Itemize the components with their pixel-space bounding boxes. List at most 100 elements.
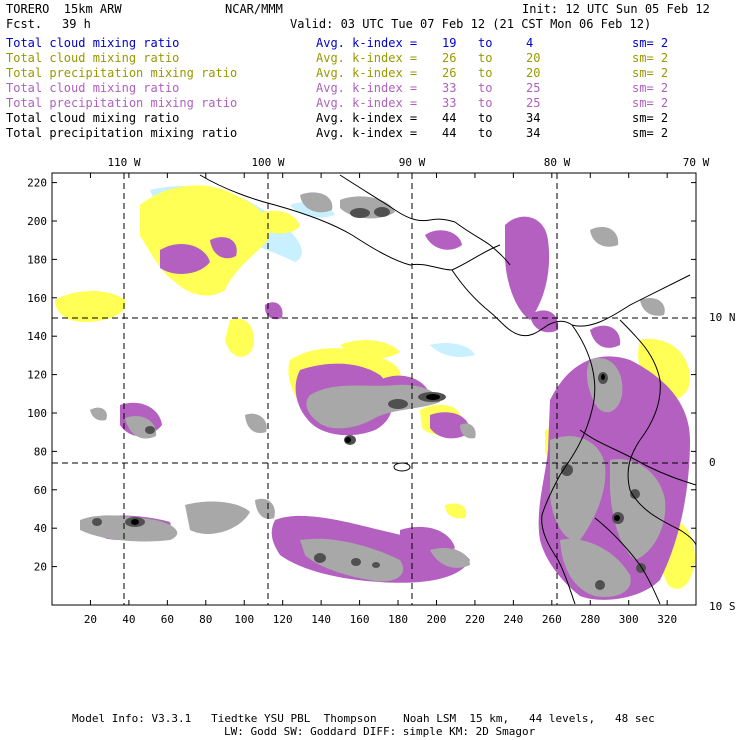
legend-field: Total precipitation mixing ratio bbox=[6, 126, 238, 140]
latitude-label: 0 bbox=[709, 456, 716, 469]
forecast-hour: 39 h bbox=[62, 17, 91, 31]
legend-field: Total cloud mixing ratio bbox=[6, 36, 180, 50]
model-physics: LW: Godd SW: Goddard DIFF: simple KM: 2D… bbox=[224, 725, 536, 738]
x-tick-label: 300 bbox=[619, 613, 639, 626]
legend-to-word: to bbox=[478, 111, 493, 125]
graticule bbox=[52, 173, 696, 605]
longitude-label: 70 W bbox=[683, 156, 710, 169]
legend-label: Avg. k-index = bbox=[316, 36, 418, 50]
longitude-label: 100 W bbox=[251, 156, 284, 169]
y-tick-label: 220 bbox=[27, 177, 47, 190]
y-tick-label: 40 bbox=[34, 522, 47, 535]
legend-to: 4 bbox=[526, 36, 534, 50]
x-tick-label: 240 bbox=[503, 613, 523, 626]
legend-sm: sm= 2 bbox=[632, 126, 669, 140]
x-tick-label: 20 bbox=[84, 613, 97, 626]
x-axis-ticks: 20 40 60 80 100 120 140 160 180 200 220 240 260 280 30… bbox=[84, 173, 677, 626]
legend-to-word: to bbox=[478, 81, 493, 95]
legend-to-word: to bbox=[478, 66, 493, 80]
country-border-2 bbox=[579, 429, 696, 486]
legend-field: Total cloud mixing ratio bbox=[6, 51, 180, 65]
latitude-label: 10 S bbox=[709, 600, 736, 613]
legend-label: Avg. k-index = bbox=[316, 81, 418, 95]
latitude-label: 10 N bbox=[709, 311, 736, 324]
legend-sm: sm= 2 bbox=[632, 96, 669, 110]
model-title: TORERO 15km ARW bbox=[6, 2, 122, 16]
legend-label: Avg. k-index = bbox=[316, 96, 418, 110]
x-tick-label: 80 bbox=[199, 613, 212, 626]
coast-colombia-north bbox=[571, 274, 691, 327]
x-tick-label: 180 bbox=[388, 613, 408, 626]
valid-time: Valid: 03 UTC Tue 07 Feb 12 (21 CST Mon … bbox=[290, 17, 652, 31]
legend-field: Total precipitation mixing ratio bbox=[6, 66, 238, 80]
longitude-label: 90 W bbox=[399, 156, 426, 169]
y-tick-label: 100 bbox=[27, 407, 47, 420]
x-tick-label: 200 bbox=[427, 613, 447, 626]
forecast-label: Fcst. bbox=[6, 17, 43, 31]
y-tick-label: 60 bbox=[34, 484, 47, 497]
country-border-3 bbox=[594, 517, 661, 605]
legend-from: 44 bbox=[442, 111, 457, 125]
y-axis-ticks: 20 40 60 80 100 120 140 160 180 200 220 bbox=[27, 177, 696, 574]
y-tick-label: 120 bbox=[27, 369, 47, 382]
legend-field: Total precipitation mixing ratio bbox=[6, 96, 238, 110]
legend-to: 25 bbox=[526, 81, 541, 95]
legend-from: 44 bbox=[442, 126, 457, 140]
y-tick-label: 20 bbox=[34, 561, 47, 574]
legend-to: 20 bbox=[526, 51, 541, 65]
longitude-label: 80 W bbox=[544, 156, 571, 169]
black-field bbox=[131, 374, 620, 525]
legend-field: Total cloud mixing ratio bbox=[6, 81, 180, 95]
x-tick-label: 220 bbox=[465, 613, 485, 626]
y-tick-label: 160 bbox=[27, 292, 47, 305]
legend-from: 33 bbox=[442, 81, 457, 95]
legend-from: 26 bbox=[442, 51, 457, 65]
x-tick-label: 280 bbox=[580, 613, 600, 626]
y-tick-label: 80 bbox=[34, 445, 47, 458]
longitude-label: 110 W bbox=[107, 156, 140, 169]
x-tick-label: 320 bbox=[657, 613, 677, 626]
latitude-labels: 10 N 0 10 S bbox=[709, 311, 736, 613]
coast-caribbean bbox=[454, 221, 511, 266]
legend-sm: sm= 2 bbox=[632, 36, 669, 50]
legend-to: 34 bbox=[526, 126, 541, 140]
gray-field bbox=[80, 192, 666, 598]
y-tick-label: 180 bbox=[27, 253, 47, 266]
legend-to: 34 bbox=[526, 111, 541, 125]
country-border-1 bbox=[619, 319, 696, 546]
legend-sm: sm= 2 bbox=[632, 66, 669, 80]
legend-to: 20 bbox=[526, 66, 541, 80]
legend-label: Avg. k-index = bbox=[316, 51, 418, 65]
y-tick-label: 200 bbox=[27, 215, 47, 228]
legend-sm: sm= 2 bbox=[632, 111, 669, 125]
legend-from: 26 bbox=[442, 66, 457, 80]
model-info: Model Info: V3.3.1 Tiedtke YSU PBL Thomp… bbox=[72, 712, 655, 725]
cloud-fields bbox=[52, 173, 696, 605]
legend-from: 33 bbox=[442, 96, 457, 110]
legend-from: 19 bbox=[442, 36, 457, 50]
x-tick-label: 160 bbox=[350, 613, 370, 626]
legend-sm: sm= 2 bbox=[632, 51, 669, 65]
coast-south-america-west bbox=[541, 324, 596, 605]
legend-label: Avg. k-index = bbox=[316, 126, 418, 140]
legend-to-word: to bbox=[478, 51, 493, 65]
organization: NCAR/MMM bbox=[225, 2, 283, 16]
init-time: Init: 12 UTC Sun 05 Feb 12 bbox=[522, 2, 710, 16]
x-tick-label: 260 bbox=[542, 613, 562, 626]
legend-to-word: to bbox=[478, 96, 493, 110]
coast-central-america bbox=[451, 269, 573, 337]
legend-field: Total cloud mixing ratio bbox=[6, 111, 180, 125]
plot-frame bbox=[51, 172, 697, 606]
x-tick-label: 100 bbox=[234, 613, 254, 626]
legend-label: Avg. k-index = bbox=[316, 66, 418, 80]
x-tick-label: 120 bbox=[273, 613, 293, 626]
legend-sm: sm= 2 bbox=[632, 81, 669, 95]
legend-to-word: to bbox=[478, 36, 493, 50]
legend-to-word: to bbox=[478, 126, 493, 140]
y-tick-label: 140 bbox=[27, 330, 47, 343]
legend-label: Avg. k-index = bbox=[316, 111, 418, 125]
x-tick-label: 40 bbox=[122, 613, 135, 626]
x-tick-label: 60 bbox=[161, 613, 174, 626]
longitude-labels: 110 W 100 W 90 W 80 W 70 W bbox=[107, 156, 709, 169]
